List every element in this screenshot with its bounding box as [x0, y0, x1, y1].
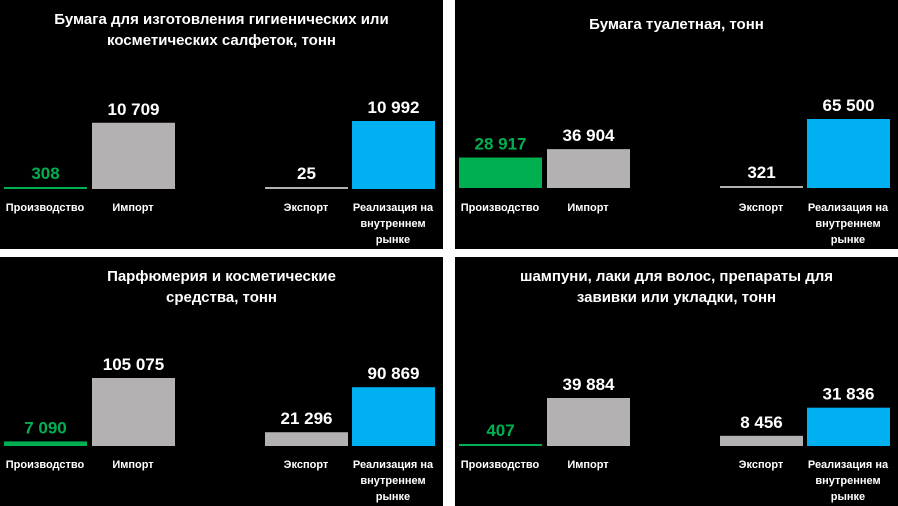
- bar-3: [720, 435, 803, 446]
- category-label: Реализация на внутреннем рынке: [808, 459, 889, 503]
- bar-3: [265, 432, 348, 446]
- bar-4: [807, 119, 890, 188]
- chart-title: Бумага туалетная, тонн: [589, 16, 764, 33]
- category-label: Реализация на внутреннем рынке: [808, 202, 889, 246]
- value-label: 10 992: [368, 98, 420, 117]
- bar-3: [265, 187, 348, 189]
- value-label: 39 884: [563, 375, 616, 394]
- category-label: Импорт: [567, 459, 609, 471]
- value-label: 308: [31, 164, 59, 183]
- category-label: Реализация на внутреннем рынке: [353, 202, 434, 246]
- chart-panel-perfumery: Парфюмерия и косметические средства, тон…: [0, 257, 443, 506]
- bar-4: [352, 387, 435, 446]
- value-label: 10 709: [108, 100, 160, 119]
- value-label: 25: [297, 164, 316, 183]
- chart-title: шампуни, лаки для волос, препараты для з…: [519, 268, 834, 306]
- value-label: 90 869: [368, 364, 420, 383]
- category-label: Производство: [461, 459, 540, 471]
- bar-chart-plot: 7 090 Производство 105 075 Импорт 21 296 Эксп…: [4, 355, 435, 503]
- category-label: Производство: [461, 202, 540, 214]
- value-label: 321: [747, 163, 775, 182]
- bar-2: [547, 398, 630, 446]
- chart-title: Парфюмерия и косметические средства, тон…: [107, 268, 336, 306]
- category-label: Производство: [6, 459, 85, 471]
- bar-4: [807, 407, 890, 446]
- value-label: 7 090: [24, 418, 67, 437]
- category-label: Экспорт: [284, 459, 329, 471]
- category-label: Импорт: [567, 202, 609, 214]
- bar-4: [352, 121, 435, 189]
- bar-2: [92, 378, 175, 446]
- bar-1: [459, 157, 542, 188]
- category-label: Производство: [6, 202, 85, 214]
- category-label: Экспорт: [284, 202, 329, 214]
- bar-2: [547, 149, 630, 188]
- value-label: 8 456: [740, 413, 783, 432]
- chart-panel-toilet-paper: Бумага туалетная, тонн 28 917 Производств…: [455, 0, 898, 249]
- chart-panel-hygienic-paper: Бумага для изготовления гигиенических ил…: [0, 0, 443, 249]
- bar-1: [4, 441, 87, 446]
- value-label: 31 836: [823, 385, 875, 404]
- value-label: 407: [486, 421, 514, 440]
- category-label: Импорт: [112, 459, 154, 471]
- category-label: Экспорт: [739, 459, 784, 471]
- bar-chart-plot: 28 917 Производство 36 904 Импорт 321 Экспорт…: [459, 96, 890, 246]
- category-label: Экспорт: [739, 202, 784, 214]
- value-label: 36 904: [563, 126, 616, 145]
- bar-chart-plot: 407 Производство 39 884 Импорт 8 456 Экспорт 3…: [459, 375, 890, 503]
- bar-chart-plot: 308 Производство 10 709 Импорт 25 Экспорт 10 9…: [4, 98, 435, 246]
- value-label: 105 075: [103, 355, 164, 374]
- category-label: Импорт: [112, 202, 154, 214]
- bar-3: [720, 186, 803, 188]
- value-label: 21 296: [281, 409, 333, 428]
- value-label: 28 917: [475, 135, 527, 154]
- value-label: 65 500: [823, 96, 875, 115]
- bar-2: [92, 122, 175, 189]
- category-label: Реализация на внутреннем рынке: [353, 459, 434, 503]
- bar-1: [459, 444, 542, 446]
- chart-panel-shampoos: шампуни, лаки для волос, препараты для з…: [455, 257, 898, 506]
- bar-1: [4, 187, 87, 189]
- chart-title: Бумага для изготовления гигиенических ил…: [54, 11, 389, 49]
